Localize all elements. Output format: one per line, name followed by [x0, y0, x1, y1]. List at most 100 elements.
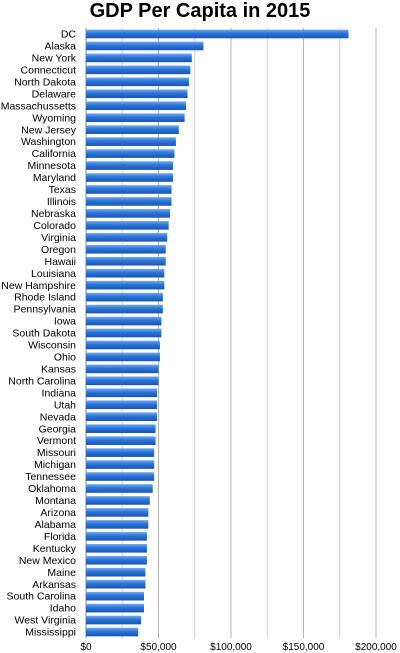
category-label: Arizona: [40, 507, 76, 519]
bar-minnesota: [86, 161, 173, 170]
bar-north-carolina: [86, 376, 159, 386]
category-label: Kansas: [41, 363, 76, 375]
bar-maryland: [86, 173, 173, 182]
bar-michigan: [86, 460, 155, 469]
category-label: Washington: [21, 136, 76, 148]
category-label: Minnesota: [28, 160, 77, 172]
bar-massachussetts: [86, 101, 187, 111]
category-label: New Hampshire: [1, 280, 76, 292]
category-label: Alabama: [35, 519, 77, 531]
bar-indiana: [86, 388, 158, 398]
category-label: North Dakota: [14, 76, 76, 88]
bar-nebraska: [86, 209, 171, 218]
category-label: Pennsylvania: [14, 304, 77, 316]
bar-north-dakota: [86, 77, 189, 87]
bar-south-carolina: [86, 591, 144, 601]
bar-florida: [86, 532, 147, 541]
category-label: Massachussetts: [1, 100, 76, 112]
bar-arkansas: [86, 579, 146, 589]
category-label: New Mexico: [19, 555, 76, 567]
category-label: South Dakota: [12, 328, 76, 340]
category-label: Georgia: [39, 423, 77, 435]
category-label: Mississippi: [25, 627, 76, 639]
category-label: Florida: [44, 531, 76, 543]
bar-kentucky: [86, 543, 147, 553]
category-label: North Carolina: [8, 375, 76, 387]
category-label: New Jersey: [21, 124, 77, 136]
bar-new-york: [86, 53, 192, 63]
bar-wisconsin: [86, 340, 160, 350]
category-label: Indiana: [42, 387, 77, 399]
bar-oklahoma: [86, 484, 153, 493]
category-label: DC: [61, 29, 77, 41]
category-label: California: [32, 148, 77, 160]
category-label: Vermont: [37, 435, 76, 447]
category-label: Iowa: [54, 316, 76, 328]
category-label: New York: [32, 53, 77, 65]
bar-new-jersey: [86, 125, 179, 134]
bar-iowa: [86, 316, 162, 326]
bar-tennessee: [86, 472, 155, 481]
category-label: Delaware: [32, 88, 77, 100]
category-label: Maryland: [33, 172, 76, 184]
bar-kansas: [86, 364, 159, 374]
category-label: Oregon: [41, 244, 76, 256]
bar-layer: [86, 29, 349, 637]
bar-west-virginia: [86, 615, 142, 625]
category-label: Nebraska: [31, 208, 76, 220]
bar-new-mexico: [86, 555, 147, 565]
category-label: Nevada: [40, 411, 76, 423]
bar-hawaii: [86, 256, 166, 266]
bar-louisiana: [86, 268, 165, 278]
tick-layer: $0 $50,000 $100,000 $150,000 $200,000: [80, 642, 397, 653]
bar-california: [86, 149, 175, 158]
x-tick-label: $150,000: [283, 642, 325, 653]
bar-missouri: [86, 448, 155, 457]
bar-vermont: [86, 436, 156, 445]
category-label: Michigan: [34, 459, 76, 471]
x-tick-label: $200,000: [355, 642, 397, 653]
bar-rhode-island: [86, 292, 163, 302]
bar-arizona: [86, 508, 149, 517]
bar-mississippi: [86, 627, 139, 637]
bar-montana: [86, 496, 150, 505]
bar-washington: [86, 137, 176, 146]
bar-virginia: [86, 233, 168, 242]
bar-wyoming: [86, 113, 185, 123]
category-label: Illinois: [47, 196, 76, 208]
bar-idaho: [86, 603, 144, 613]
bar-connecticut: [86, 65, 191, 75]
bar-dc: [86, 29, 349, 39]
bar-utah: [86, 400, 158, 410]
category-label: Connecticut: [21, 64, 77, 76]
x-tick-label: $50,000: [140, 642, 177, 653]
category-label: Utah: [54, 399, 76, 411]
bar-nevada: [86, 412, 158, 422]
bar-alaska: [86, 41, 204, 51]
bar-texas: [86, 185, 172, 194]
category-label: Oklahoma: [28, 483, 76, 495]
category-label: Maine: [47, 567, 76, 579]
category-label: Texas: [49, 184, 76, 196]
category-label: Ohio: [54, 352, 76, 364]
category-label: Colorado: [33, 220, 76, 232]
chart-title: GDP Per Capita in 2015: [89, 0, 311, 22]
x-tick-label: $0: [80, 642, 92, 653]
bar-delaware: [86, 89, 188, 99]
bar-georgia: [86, 424, 156, 433]
bar-new-hampshire: [86, 280, 165, 290]
category-label: Hawaii: [44, 256, 76, 268]
category-label: Idaho: [50, 603, 76, 615]
category-label: Wyoming: [32, 112, 76, 124]
category-label: Alaska: [44, 41, 76, 53]
category-label: Louisiana: [31, 268, 76, 280]
bar-pennsylvania: [86, 304, 163, 314]
bar-ohio: [86, 352, 160, 362]
category-label: Virginia: [41, 232, 76, 244]
category-label: Tennessee: [25, 471, 76, 483]
category-label: Montana: [35, 495, 76, 507]
category-label: Wisconsin: [28, 340, 76, 352]
